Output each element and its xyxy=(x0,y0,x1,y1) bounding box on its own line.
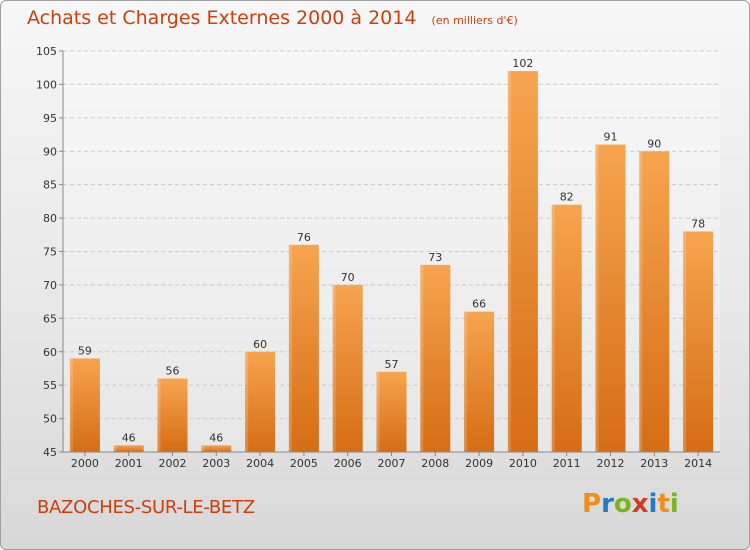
bar-highlight xyxy=(551,204,555,452)
bar xyxy=(288,244,319,452)
data-label: 66 xyxy=(472,298,486,311)
logo-letter: P xyxy=(582,489,602,519)
x-tick-label: 2009 xyxy=(465,457,493,470)
labels-layer: 59 46 56 46 60 76 70 57 73 66 102 82 91 90 78 xyxy=(78,57,705,444)
axis-layer: 45 50 55 60 65 70 75 80 85 90 95 100 105 2000 2001 2002… xyxy=(36,45,720,470)
bar xyxy=(245,351,276,452)
y-tick-label: 70 xyxy=(43,279,57,292)
bar xyxy=(551,204,582,452)
chart-subtitle: (en milliers d'€) xyxy=(431,14,518,27)
bar xyxy=(507,71,538,453)
data-label: 46 xyxy=(122,431,136,444)
bar-highlight xyxy=(420,264,424,452)
y-tick-label: 100 xyxy=(36,78,57,91)
x-tick-label: 2000 xyxy=(71,457,99,470)
bar xyxy=(420,264,451,452)
data-label: 102 xyxy=(512,57,533,70)
data-label: 91 xyxy=(604,131,618,144)
x-tick-label: 2008 xyxy=(421,457,449,470)
chart-title: Achats et Charges Externes 2000 à 2014 xyxy=(27,7,417,29)
data-label: 59 xyxy=(78,344,92,357)
bar xyxy=(157,378,188,452)
bar xyxy=(595,144,626,453)
bars-layer xyxy=(69,71,714,453)
x-tick-label: 2002 xyxy=(159,457,187,470)
x-tick-label: 2011 xyxy=(553,457,581,470)
bar-highlight xyxy=(245,351,249,452)
logo-letter: i xyxy=(669,489,679,519)
bar xyxy=(464,311,495,452)
bar-highlight xyxy=(683,231,687,452)
logo-letter: t xyxy=(657,489,670,519)
data-label: 60 xyxy=(253,338,267,351)
x-tick-label: 2013 xyxy=(640,457,668,470)
y-tick-label: 75 xyxy=(43,246,57,259)
bar-highlight xyxy=(639,151,643,452)
y-tick-label: 80 xyxy=(43,212,57,225)
bar-highlight xyxy=(464,311,468,452)
logo-letter: x xyxy=(631,489,649,519)
x-tick-label: 2004 xyxy=(246,457,274,470)
x-tick-label: 2005 xyxy=(290,457,318,470)
bar xyxy=(376,371,407,452)
y-tick-label: 65 xyxy=(43,312,57,325)
bar-highlight xyxy=(201,445,205,452)
data-label: 57 xyxy=(385,358,399,371)
bar-highlight xyxy=(113,445,117,452)
y-tick-label: 50 xyxy=(43,413,57,426)
logo-letter: o xyxy=(613,489,632,519)
x-tick-label: 2010 xyxy=(509,457,537,470)
bar xyxy=(113,445,144,452)
data-label: 78 xyxy=(691,217,705,230)
bar-highlight xyxy=(288,244,292,452)
bar xyxy=(69,358,100,452)
y-tick-label: 85 xyxy=(43,179,57,192)
data-label: 90 xyxy=(647,137,661,150)
x-tick-label: 2001 xyxy=(115,457,143,470)
y-tick-label: 60 xyxy=(43,346,57,359)
bar xyxy=(201,445,232,452)
x-tick-label: 2007 xyxy=(378,457,406,470)
data-label: 56 xyxy=(166,364,180,377)
title-row: Achats et Charges Externes 2000 à 2014 (… xyxy=(27,7,518,29)
bar-highlight xyxy=(507,71,511,453)
bar-highlight xyxy=(595,144,599,453)
bar xyxy=(639,151,670,452)
logo-letter: i xyxy=(648,489,658,519)
y-tick-label: 55 xyxy=(43,379,57,392)
proxiti-logo[interactable]: Proxiti xyxy=(582,489,679,519)
data-label: 73 xyxy=(428,251,442,264)
x-tick-label: 2003 xyxy=(202,457,230,470)
bar-highlight xyxy=(376,371,380,452)
commune-name: BAZOCHES-SUR-LE-BETZ xyxy=(37,497,255,518)
bar xyxy=(332,284,363,452)
bar xyxy=(683,231,714,452)
bar-highlight xyxy=(69,358,73,452)
logo-letter: r xyxy=(601,489,614,519)
y-tick-label: 105 xyxy=(36,45,57,58)
data-label: 46 xyxy=(209,431,223,444)
x-tick-label: 2006 xyxy=(334,457,362,470)
x-tick-label: 2014 xyxy=(684,457,712,470)
y-tick-label: 45 xyxy=(43,446,57,459)
x-tick-label: 2012 xyxy=(597,457,625,470)
data-label: 70 xyxy=(341,271,355,284)
y-tick-label: 95 xyxy=(43,112,57,125)
bar-highlight xyxy=(157,378,161,452)
data-label: 82 xyxy=(560,191,574,204)
y-tick-label: 90 xyxy=(43,145,57,158)
bar-highlight xyxy=(332,284,336,452)
data-label: 76 xyxy=(297,231,311,244)
